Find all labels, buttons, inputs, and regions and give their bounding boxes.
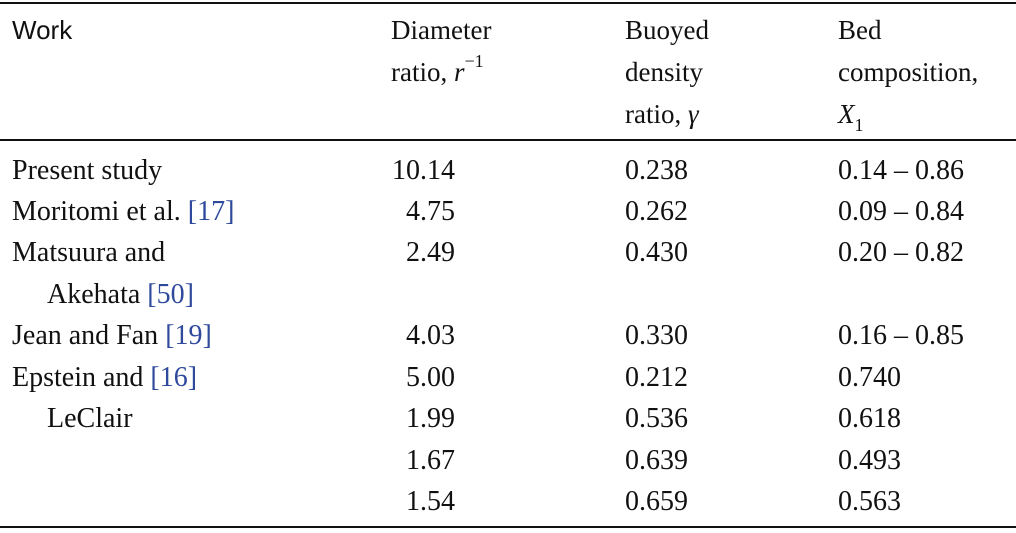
diameter-value: 4.03 xyxy=(406,320,455,351)
diameter-value: 2.49 xyxy=(406,237,455,268)
bed-value: 0.618 xyxy=(838,403,901,434)
buoyed-value: 0.639 xyxy=(625,445,688,476)
header-bed-line1: Bed xyxy=(838,15,882,45)
diameter-value: 1.99 xyxy=(406,403,455,434)
header-bed-line2: composition, xyxy=(838,57,979,87)
work-name: Matsuura and xyxy=(12,237,166,268)
table-row-work-continued: LeClair xyxy=(47,398,133,440)
citation-link[interactable]: [17] xyxy=(187,196,235,227)
buoyed-value: 0.536 xyxy=(625,403,688,434)
table-row-work: Moritomi et al. [17] xyxy=(12,191,234,233)
buoyed-value: 0.212 xyxy=(625,362,688,393)
header-diameter-exponent: −1 xyxy=(464,51,484,71)
buoyed-value: 0.238 xyxy=(625,155,688,186)
work-name-continued: LeClair xyxy=(47,403,133,434)
citation-link[interactable]: [50] xyxy=(147,279,194,310)
bed-value: 0.14 – 0.86 xyxy=(838,155,964,186)
header-diameter-line1: Diameter xyxy=(391,15,492,45)
bed-value: 0.493 xyxy=(838,445,901,476)
header-buoyed-symbol: γ xyxy=(687,99,699,129)
table-row-work: Jean and Fan [19] xyxy=(12,315,212,357)
bed-value: 0.20 – 0.82 xyxy=(838,237,964,268)
bed-value: 0.740 xyxy=(838,362,901,393)
work-name: Moritomi et al. xyxy=(12,196,181,227)
table-row-work-continued: Akehata [50] xyxy=(47,274,194,316)
citation-link[interactable]: [16] xyxy=(150,362,198,393)
header-bed-line3: X1 xyxy=(838,93,864,135)
work-name-continued: Akehata xyxy=(47,279,141,310)
citation-link[interactable]: [19] xyxy=(165,320,212,351)
header-buoyed-label: ratio, xyxy=(625,99,682,129)
header-diameter-line2: ratio, r−1 xyxy=(391,51,484,93)
table-top-rule xyxy=(0,2,1016,4)
diameter-value: 1.54 xyxy=(406,486,455,517)
header-buoyed-line2: density xyxy=(625,57,703,87)
diameter-value: 5.00 xyxy=(406,362,455,393)
table-row-work: Matsuura and xyxy=(12,232,165,274)
work-name: Jean and Fan xyxy=(12,320,159,351)
header-work: Work xyxy=(12,15,73,45)
header-bed-symbol: X xyxy=(838,99,855,129)
diameter-value: 4.75 xyxy=(406,196,455,227)
work-name: Present study xyxy=(12,155,163,186)
table-row-work: Present study xyxy=(12,150,162,192)
header-buoyed-line3: ratio, γ xyxy=(625,93,699,135)
bed-value: 0.09 – 0.84 xyxy=(838,196,964,227)
header-diameter-symbol: r xyxy=(453,57,465,87)
buoyed-value: 0.262 xyxy=(625,196,688,227)
table-bottom-rule xyxy=(0,526,1016,528)
header-bed-subscript: 1 xyxy=(854,115,864,136)
bed-value: 0.16 – 0.85 xyxy=(838,320,964,351)
diameter-value: 10.14 xyxy=(392,155,455,186)
header-buoyed-line1: Buoyed xyxy=(625,15,709,45)
buoyed-value: 0.330 xyxy=(625,320,688,351)
buoyed-value: 0.659 xyxy=(625,486,688,517)
table-row-work: Epstein and [16] xyxy=(12,357,197,399)
table-header-rule xyxy=(0,139,1016,141)
diameter-value: 1.67 xyxy=(406,445,455,476)
header-diameter-label: ratio, xyxy=(391,57,448,87)
bed-value: 0.563 xyxy=(838,486,901,517)
buoyed-value: 0.430 xyxy=(625,237,688,268)
work-name: Epstein and xyxy=(12,362,144,393)
